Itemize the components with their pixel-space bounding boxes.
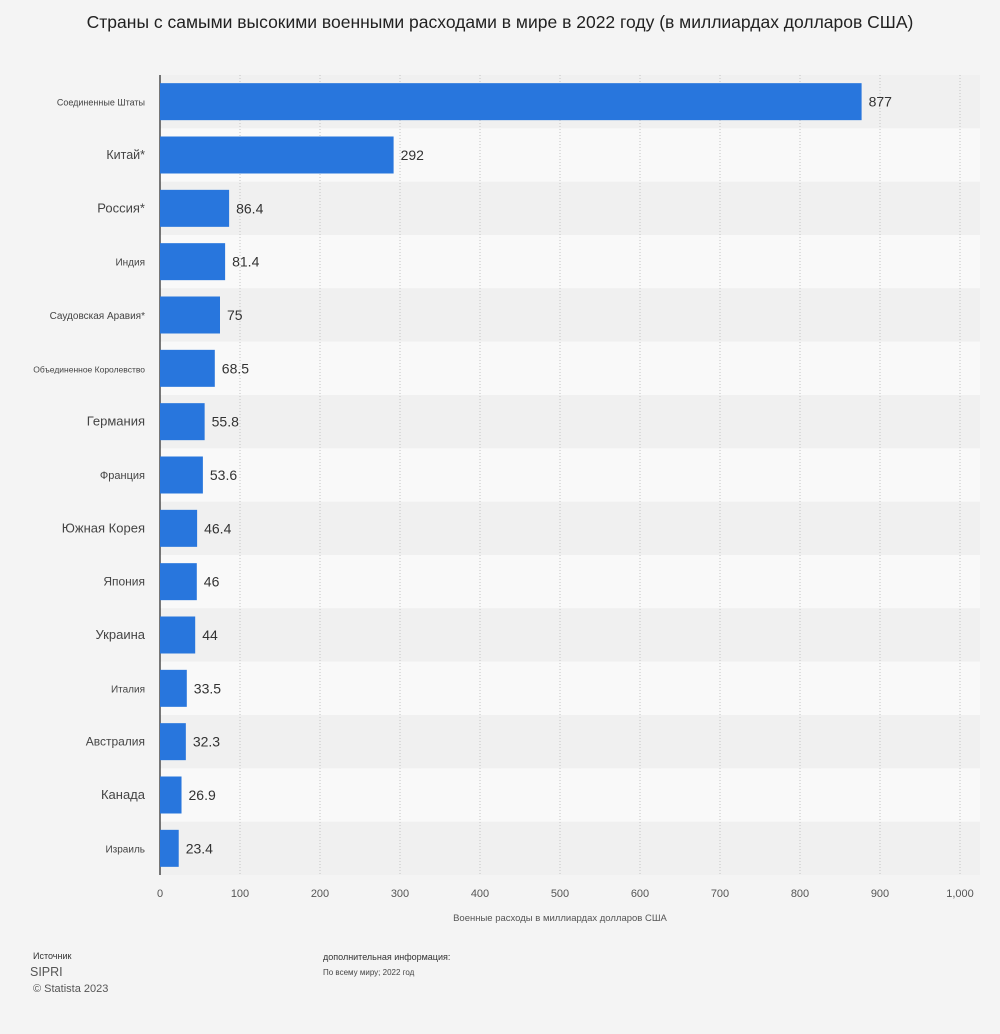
additional-info-label: дополнительная информация: — [323, 952, 451, 962]
category-label: Саудовская Аравия* — [50, 311, 146, 322]
category-label: Франция — [100, 470, 145, 482]
row-band — [160, 235, 980, 289]
value-label: 44 — [202, 627, 218, 643]
bar — [160, 296, 220, 334]
row-band — [160, 821, 980, 875]
category-label: Россия* — [97, 200, 145, 215]
row-band — [160, 288, 980, 342]
x-tick-label: 600 — [631, 888, 649, 900]
bar — [160, 403, 205, 441]
x-tick-label: 900 — [871, 888, 889, 900]
row-band — [160, 608, 980, 662]
bar — [160, 723, 186, 761]
value-label: 86.4 — [236, 200, 263, 216]
row-band — [160, 395, 980, 449]
x-tick-label: 0 — [157, 888, 163, 900]
row-band — [160, 341, 980, 395]
row-band — [160, 181, 980, 235]
x-tick-label: 300 — [391, 888, 409, 900]
bar — [160, 136, 394, 174]
category-label: Южная Корея — [62, 520, 145, 535]
additional-info-value: По всему миру; 2022 год — [323, 968, 415, 977]
category-label: Германия — [87, 414, 145, 429]
bar — [160, 669, 187, 707]
value-label: 23.4 — [186, 840, 213, 856]
category-label: Италия — [111, 684, 145, 695]
category-label: Украина — [96, 627, 146, 642]
row-band — [160, 768, 980, 822]
category-label: Австралия — [86, 735, 145, 749]
chart-title: Страны с самыми высокими военными расход… — [86, 12, 914, 32]
bar — [160, 349, 215, 387]
copyright-link[interactable]: © Statista 2023 — [33, 983, 109, 995]
bar — [160, 83, 862, 121]
value-label: 46 — [204, 574, 220, 590]
row-band — [160, 555, 980, 609]
bar — [160, 616, 196, 654]
x-tick-label: 200 — [311, 888, 329, 900]
x-tick-label: 500 — [551, 888, 569, 900]
value-label: 877 — [869, 94, 893, 110]
row-band — [160, 501, 980, 555]
category-label: Объединенное Королевство — [33, 364, 145, 374]
value-label: 26.9 — [189, 787, 216, 803]
value-label: 81.4 — [232, 254, 259, 270]
category-label: Индия — [115, 258, 145, 269]
bar — [160, 456, 203, 494]
source-label: Источник — [33, 951, 72, 961]
row-band — [160, 715, 980, 769]
x-tick-label: 400 — [471, 888, 489, 900]
x-tick-label: 1,000 — [946, 888, 974, 900]
category-label: Китай* — [106, 148, 145, 162]
x-tick-label: 700 — [711, 888, 729, 900]
row-band — [160, 661, 980, 715]
x-tick-label: 800 — [791, 888, 809, 900]
category-label: Израиль — [105, 844, 145, 855]
bar — [160, 243, 226, 281]
category-label: Соединенные Штаты — [57, 98, 145, 108]
bar — [160, 776, 182, 814]
value-label: 68.5 — [222, 360, 249, 376]
value-label: 32.3 — [193, 734, 220, 750]
bar — [160, 563, 197, 601]
value-label: 292 — [401, 147, 425, 163]
category-label: Япония — [103, 575, 145, 589]
x-axis-title: Военные расходы в миллиардах долларов СШ… — [453, 913, 667, 924]
value-label: 53.6 — [210, 467, 237, 483]
bar — [160, 189, 230, 227]
bar — [160, 509, 198, 547]
source-link[interactable]: SIPRI — [30, 965, 63, 979]
value-label: 55.8 — [212, 414, 239, 430]
value-label: 75 — [227, 307, 243, 323]
row-band — [160, 448, 980, 502]
category-label: Канада — [101, 787, 146, 802]
x-tick-label: 100 — [231, 888, 249, 900]
value-label: 33.5 — [194, 680, 221, 696]
value-label: 46.4 — [204, 520, 231, 536]
bar — [160, 829, 179, 867]
